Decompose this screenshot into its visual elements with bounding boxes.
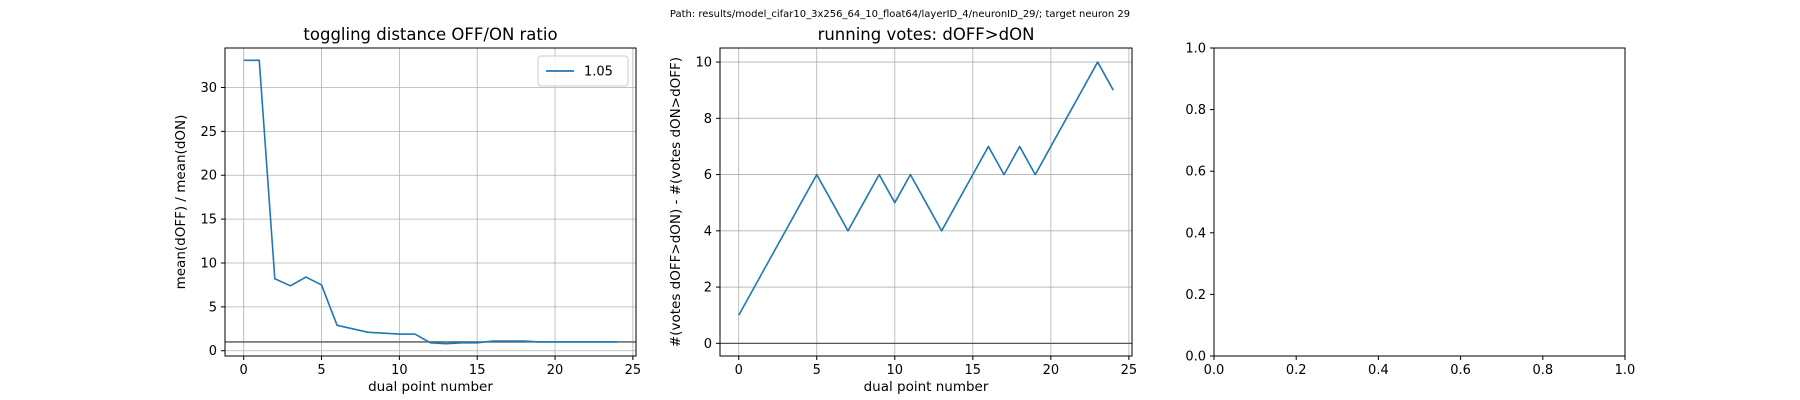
figure-suptitle: Path: results/model_cifar10_3x256_64_10_… [670, 9, 1130, 20]
chart-2-ytick-label-4: 8 [704, 112, 712, 127]
chart-1-legend-box [537, 55, 629, 87]
chart-3-empty-axes: 0.0 0.2 0.4 0.6 0.8 1.0 0.0 0.2 0.4 0.6 0.8 1.0 [1185, 42, 1635, 379]
chart-1-xlabel: dual point number [368, 379, 493, 395]
chart-2-xtick-label-5: 25 [1121, 363, 1138, 378]
chart-2-xtick-label-1: 5 [813, 363, 821, 378]
chart-2-ytick-label-2: 4 [704, 224, 712, 239]
chart-3-ytick-label-2: 0.4 [1185, 226, 1206, 241]
chart-3-ytick-label-1: 0.2 [1185, 288, 1206, 303]
chart-1-ytick-label-6: 30 [200, 81, 217, 96]
chart-1-series-line-0 [243, 59, 618, 345]
chart-2-xlabel: dual point number [864, 379, 989, 395]
chart-2-ytick-label-1: 2 [704, 281, 712, 296]
chart-2-xtick-label-3: 15 [965, 363, 982, 378]
chart-3-axes-frame [1213, 47, 1626, 357]
chart-2-ytick-label-5: 10 [695, 56, 712, 71]
chart-3-xtick-label-5: 1.0 [1615, 363, 1636, 378]
chart-1-ylabel: mean(dOFF) / mean(dON) [173, 115, 189, 290]
chart-1-legend-label-0: 1.05 [584, 65, 613, 80]
chart-2-ylabel: #(votes dOFF>dON) - #(votes dON>dOFF) [668, 57, 684, 347]
chart-3-xtick-label-4: 0.8 [1532, 363, 1553, 378]
chart-1-xtick-label-5: 25 [625, 363, 642, 378]
chart-3-ytick-label-5: 1.0 [1185, 42, 1206, 57]
chart-2-running-votes: 0 5 10 15 20 25 0 2 4 6 8 10 running votes: dOFF>dON… [668, 25, 1137, 395]
chart-1-ytick-label-2: 10 [200, 256, 217, 271]
chart-1-ytick-label-1: 5 [209, 300, 217, 315]
chart-1-ytick-label-4: 20 [200, 169, 217, 184]
chart-1-axes-frame [224, 47, 637, 357]
chart-2-title: running votes: dOFF>dON [818, 25, 1035, 44]
chart-3-ytick-label-3: 0.6 [1185, 165, 1206, 180]
chart-3-ytick-label-0: 0.0 [1185, 350, 1206, 365]
chart-1-ytick-label-0: 0 [209, 344, 217, 359]
chart-1-xtick-label-1: 5 [317, 363, 325, 378]
chart-2-ytick-label-3: 6 [704, 168, 712, 183]
chart-1-xtick-label-0: 0 [240, 363, 248, 378]
chart-1-title: toggling distance OFF/ON ratio [303, 25, 557, 44]
chart-1-legend: 1.05 [537, 55, 629, 87]
chart-2-xtick-label-0: 0 [735, 363, 743, 378]
chart-1-xtick-label-2: 10 [391, 363, 408, 378]
chart-1-xtick-label-4: 20 [547, 363, 564, 378]
chart-2-xtick-label-4: 20 [1043, 363, 1060, 378]
chart-2-axes-frame [719, 47, 1133, 357]
chart-1-votes-ratio: 0 5 10 15 20 25 0 5 10 15 20 25 30 toggling distance … [173, 25, 641, 395]
chart-3-xtick-label-0: 0.0 [1204, 363, 1225, 378]
chart-2-series-line-0 [738, 61, 1114, 316]
chart-3-ytick-label-4: 0.8 [1185, 103, 1206, 118]
chart-3-xtick-label-2: 0.4 [1368, 363, 1389, 378]
chart-3-xtick-label-1: 0.2 [1286, 363, 1307, 378]
chart-1-xtick-label-3: 15 [469, 363, 486, 378]
chart-1-ytick-label-3: 15 [200, 213, 217, 228]
chart-2-xtick-label-2: 10 [887, 363, 904, 378]
chart-3-xtick-label-3: 0.6 [1450, 363, 1471, 378]
chart-1-ytick-label-5: 25 [200, 125, 217, 140]
chart-2-ytick-label-0: 0 [704, 337, 712, 352]
